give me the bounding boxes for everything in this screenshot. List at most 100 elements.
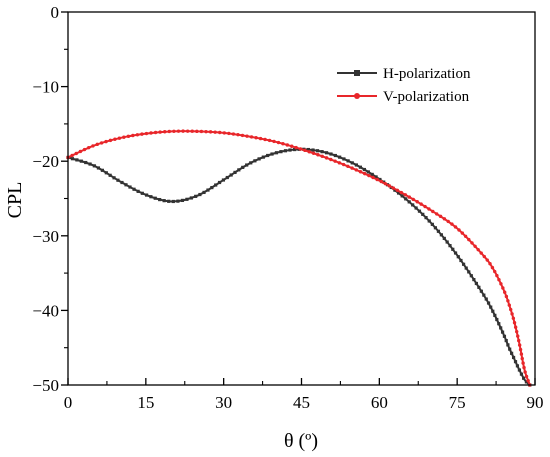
data-point — [520, 356, 524, 361]
data-point — [512, 321, 517, 325]
data-point — [214, 183, 218, 187]
data-point — [479, 289, 483, 293]
data-point — [185, 129, 190, 133]
data-point — [206, 188, 210, 192]
series-layer — [66, 129, 532, 387]
data-point — [91, 144, 95, 148]
data-point — [515, 364, 520, 368]
legend-label: V-polarization — [383, 89, 470, 105]
data-point — [371, 175, 375, 180]
data-point — [456, 255, 460, 259]
data-point — [350, 161, 354, 165]
data-point — [144, 193, 149, 197]
data-point — [358, 165, 363, 169]
data-point — [189, 196, 193, 200]
data-point — [433, 226, 438, 230]
data-point — [198, 192, 202, 197]
data-point — [511, 316, 516, 321]
data-point — [453, 225, 458, 229]
data-point — [117, 136, 122, 140]
data-point — [439, 233, 443, 237]
data-point — [112, 176, 116, 180]
data-point — [263, 137, 267, 142]
data-point — [333, 153, 337, 158]
data-point — [79, 159, 83, 163]
data-point — [424, 216, 428, 220]
data-point — [176, 199, 180, 203]
data-point — [500, 330, 505, 334]
data-point — [472, 277, 476, 282]
data-point — [362, 171, 367, 176]
data-point — [135, 133, 140, 137]
data-point — [495, 317, 499, 322]
data-point — [75, 158, 79, 162]
data-point — [513, 360, 518, 364]
data-point — [513, 325, 518, 329]
data-point — [375, 177, 379, 182]
data-point — [438, 214, 443, 219]
data-point — [367, 173, 371, 178]
data-point — [167, 129, 172, 134]
data-point — [453, 251, 458, 255]
data-point — [457, 228, 461, 232]
data-point — [515, 329, 519, 334]
data-point — [476, 247, 480, 252]
data-point — [153, 130, 158, 135]
axes-layer: 0 15 30 45 60 75 90 0 −10 −20 −30 −40 −50 — [32, 3, 543, 412]
data-point — [407, 195, 412, 199]
data-point — [446, 219, 450, 224]
data-point — [517, 338, 521, 343]
data-point — [149, 195, 153, 199]
data-point — [279, 150, 283, 154]
data-point — [333, 159, 337, 163]
data-point — [342, 157, 346, 161]
data-point — [120, 180, 124, 185]
data-point — [450, 222, 454, 226]
legend-marker — [354, 93, 360, 99]
data-point — [270, 152, 274, 156]
data-point — [467, 237, 471, 242]
data-point — [288, 148, 292, 152]
data-point — [488, 261, 492, 266]
data-point — [283, 149, 288, 153]
data-point — [400, 194, 404, 198]
data-point — [171, 199, 175, 204]
data-point — [464, 266, 468, 270]
data-point — [411, 197, 415, 202]
y-tick-label: −20 — [32, 152, 59, 171]
data-point — [506, 299, 510, 303]
data-point — [491, 309, 495, 313]
x-tick-label: 60 — [371, 393, 388, 412]
data-point — [346, 159, 350, 163]
data-point — [140, 132, 144, 136]
data-point — [294, 145, 298, 150]
data-point — [140, 191, 144, 195]
data-point — [194, 194, 198, 198]
data-point — [495, 273, 499, 278]
data-point — [434, 212, 439, 216]
data-point — [474, 281, 478, 286]
data-point — [315, 149, 320, 153]
data-point — [100, 168, 105, 172]
data-point — [461, 262, 466, 266]
data-point — [391, 186, 396, 190]
data-point — [162, 199, 166, 203]
data-point — [266, 153, 270, 158]
data-point — [190, 129, 194, 133]
data-point — [521, 361, 525, 365]
data-point — [258, 136, 263, 141]
data-point — [341, 162, 346, 167]
data-point — [276, 140, 281, 145]
data-point — [374, 175, 378, 179]
data-point — [104, 139, 108, 144]
data-point — [407, 200, 411, 204]
data-point — [210, 185, 214, 190]
data-point — [213, 130, 217, 134]
data-point — [316, 153, 320, 157]
x-tick-label: 0 — [64, 393, 73, 412]
data-point — [324, 151, 329, 155]
data-point — [149, 131, 153, 135]
data-point — [225, 175, 229, 180]
data-point — [467, 270, 471, 274]
data-point — [482, 293, 486, 297]
